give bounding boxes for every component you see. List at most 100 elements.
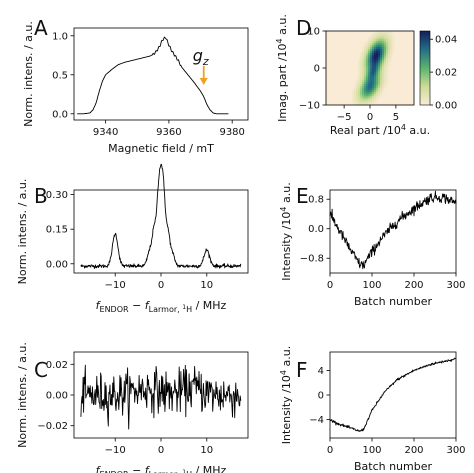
heatmap-cell	[392, 50, 395, 53]
x-tick-label: 200	[404, 280, 423, 291]
x-tick-label: −5	[337, 112, 352, 123]
heatmap-cell	[374, 42, 377, 46]
heatmap-cell	[374, 40, 377, 44]
heatmap-cell	[388, 56, 391, 59]
heatmap-cell	[382, 71, 385, 75]
heatmap-cell	[386, 62, 389, 65]
heatmap-cell	[376, 81, 379, 84]
heatmap-cell	[358, 93, 361, 96]
heatmap-cell	[380, 62, 383, 65]
panel-0: 9340 9360 9380 0.0 0.5 1.0 gz	[52, 27, 249, 138]
heatmap-cell	[382, 42, 385, 46]
heatmap-cell	[384, 85, 387, 88]
heatmap-cell	[376, 58, 379, 61]
heatmap-cell	[354, 91, 357, 94]
heatmap-cell	[358, 85, 361, 88]
heatmap-cell	[370, 97, 373, 100]
heatmap-cell	[362, 52, 365, 55]
heatmap-cell	[366, 42, 369, 46]
heatmap-cell	[378, 87, 381, 90]
heatmap-cell	[388, 62, 391, 65]
heatmap-cell	[386, 32, 389, 36]
heatmap-cell	[364, 48, 367, 51]
heatmap-cell	[362, 89, 365, 92]
heatmap-cell	[374, 87, 377, 90]
heatmap-cell	[358, 68, 361, 71]
heatmap-cell	[380, 69, 383, 73]
heatmap-cell	[390, 38, 393, 42]
heatmap-cell	[356, 97, 359, 100]
heatmap-cell	[360, 93, 363, 96]
heatmap-cell	[358, 95, 361, 98]
heatmap-cell	[376, 50, 379, 53]
heatmap-cell	[356, 101, 359, 104]
heatmap-cell	[362, 66, 365, 69]
heatmap-cell	[368, 73, 371, 77]
heatmap-cell	[378, 95, 381, 98]
heatmap-cell	[370, 71, 373, 75]
heatmap-cell	[374, 58, 377, 61]
heatmap-cell	[372, 42, 375, 46]
heatmap-cell	[366, 77, 369, 81]
heatmap-cell	[380, 66, 383, 69]
heatmap-cell	[364, 91, 367, 94]
heatmap-cell	[376, 73, 379, 77]
heatmap-cell	[354, 97, 357, 100]
heatmap-cell	[370, 60, 373, 63]
heatmap-cell	[374, 36, 377, 40]
heatmap-cell	[376, 54, 379, 57]
y-axis-label: Norm. intens. / a.u.	[16, 179, 29, 285]
heatmap-cell	[360, 71, 363, 75]
heatmap-cell	[370, 38, 373, 42]
heatmap-cell	[362, 103, 365, 106]
heatmap-cell	[370, 44, 373, 47]
heatmap-cell	[384, 77, 387, 81]
heatmap-cell	[374, 66, 377, 69]
heatmap-cell	[380, 38, 383, 42]
heatmap-cell	[384, 83, 387, 86]
heatmap-cell	[376, 52, 379, 55]
x-tick-label: 9380	[219, 127, 244, 138]
panel-3	[322, 30, 433, 109]
cw-epr-trace	[77, 36, 229, 115]
y-tick-label: 0.00	[46, 259, 68, 270]
heatmap-cell	[362, 71, 365, 75]
heatmap-cell	[374, 48, 377, 51]
heatmap-cell	[380, 79, 383, 83]
heatmap-cell	[372, 87, 375, 90]
heatmap-cell	[370, 73, 373, 77]
heatmap-cell	[366, 93, 369, 96]
heatmap-cell	[360, 68, 363, 71]
heatmap-cell	[362, 101, 365, 104]
heatmap-cell	[364, 52, 367, 55]
heatmap-cell	[370, 81, 373, 84]
heatmap-cell	[376, 56, 379, 59]
heatmap-cell	[362, 85, 365, 88]
heatmap-cell	[362, 50, 365, 53]
heatmap-cell	[376, 95, 379, 98]
heatmap-cell	[382, 36, 385, 40]
heatmap-cell	[384, 54, 387, 57]
heatmap-cell	[378, 62, 381, 65]
heatmap-cell	[374, 81, 377, 84]
heatmap-cell	[364, 87, 367, 90]
heatmap-cell	[386, 52, 389, 55]
heatmap-cell	[374, 52, 377, 55]
heatmap-cell	[386, 60, 389, 63]
heatmap-cell	[376, 91, 379, 94]
x-tick-label: 300	[446, 445, 465, 456]
heatmap-cell	[380, 64, 383, 67]
heatmap-cell	[358, 83, 361, 86]
heatmap-cell	[378, 38, 381, 42]
heatmap-cell	[368, 64, 371, 67]
heatmap-cell	[360, 87, 363, 90]
heatmap-cell	[376, 87, 379, 90]
heatmap-cell	[362, 93, 365, 96]
heatmap-cell	[382, 48, 385, 51]
heatmap-cell	[374, 73, 377, 77]
heatmap-cell	[370, 85, 373, 88]
heatmap-cell	[362, 58, 365, 61]
heatmap-cell	[372, 73, 375, 77]
heatmap-cell	[372, 56, 375, 59]
x-axis-label: Batch number	[354, 460, 433, 473]
